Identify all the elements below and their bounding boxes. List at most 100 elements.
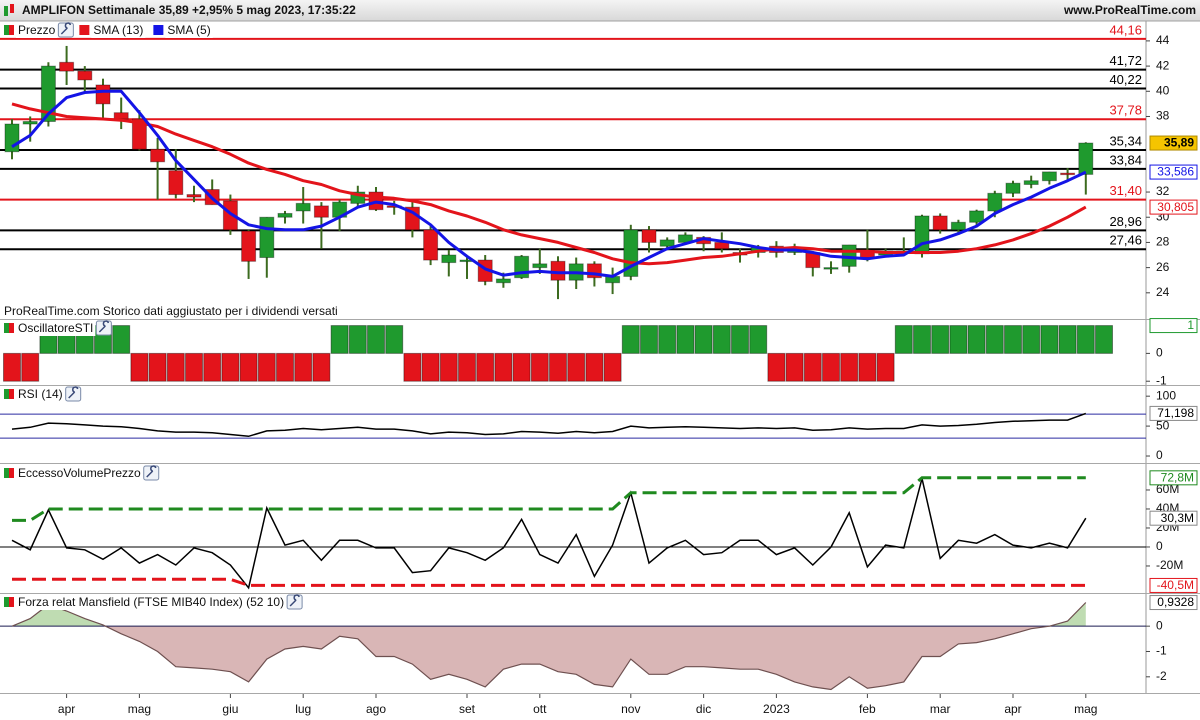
series-line <box>11 412 1087 438</box>
x-tick-label: ago <box>366 702 386 716</box>
legend-icon <box>4 25 9 35</box>
y-tick-label: 0 <box>1156 448 1163 462</box>
candle-body <box>1041 171 1057 182</box>
legend-bg <box>16 466 143 481</box>
settings-icon <box>98 320 110 333</box>
candle-body <box>259 216 275 259</box>
x-tick-label: feb <box>859 702 876 716</box>
oscillator-bar <box>148 352 167 382</box>
legend-icon <box>4 323 9 333</box>
x-tick-label: lug <box>295 702 311 716</box>
legend-icon <box>153 25 164 35</box>
candle-body <box>295 202 311 212</box>
oscillator-bar <box>949 325 968 354</box>
oscillator-bar <box>3 352 21 382</box>
legend-label: Prezzo <box>18 23 56 37</box>
y-tick-label: -1 <box>1156 373 1167 387</box>
candle-body <box>131 118 147 150</box>
candle-body <box>969 210 985 223</box>
oscillator-bar <box>858 352 877 382</box>
oscillator-bar <box>822 352 840 382</box>
legend-icon <box>4 597 9 607</box>
oscillator-bar <box>403 352 422 382</box>
settings-icon <box>289 594 300 607</box>
x-tick-label: mag <box>128 702 151 716</box>
current-value-label: 0,9328 <box>1157 595 1194 609</box>
legend-label: RSI (14) <box>18 387 63 401</box>
y-tick-label: -20M <box>1156 558 1183 572</box>
header-site[interactable]: www.ProRealTime.com <box>1063 3 1196 17</box>
legend-bg <box>16 387 65 402</box>
current-value-box <box>1149 470 1198 486</box>
oscillator-bar <box>658 325 677 354</box>
current-value-label: 30,3M <box>1161 511 1194 525</box>
oscillator-bar <box>348 325 367 354</box>
candle-body <box>277 212 293 218</box>
level-label-bg <box>1107 104 1144 118</box>
x-tick-label: giu <box>222 702 238 716</box>
candle-body <box>1023 180 1039 185</box>
level-label: 28,96 <box>1109 214 1142 229</box>
oscillator-bar <box>894 325 913 354</box>
oscillator-bar <box>112 325 131 354</box>
legend-label: SMA (5) <box>167 23 210 37</box>
y-tick-label: 100 <box>1156 388 1176 402</box>
candle-body <box>550 260 566 281</box>
y-tick-label: -1 <box>1156 644 1167 658</box>
y-tick-label: 40 <box>1156 83 1170 97</box>
oscillator-bar <box>1004 325 1022 354</box>
current-value-box <box>1149 135 1198 151</box>
oscillator-bar <box>640 325 658 354</box>
level-label: 35,34 <box>1109 133 1142 148</box>
oscillator-bar <box>931 325 950 354</box>
candle-body <box>659 239 675 247</box>
candle-body <box>222 200 238 231</box>
legend-bg <box>165 23 213 38</box>
legend-bg <box>91 23 146 38</box>
x-tick-label: mar <box>930 702 951 716</box>
oscillator-bar <box>621 325 640 354</box>
oscillator-bar <box>512 352 531 382</box>
legend-icon <box>79 25 90 35</box>
oscillator-bar <box>421 352 440 382</box>
legend-icon <box>4 389 9 399</box>
current-value-box <box>1149 577 1198 593</box>
oscillator-bar <box>21 352 40 382</box>
oscillator-bar <box>785 352 804 382</box>
oscillator-bar <box>549 352 567 382</box>
oscillator-bar <box>567 352 586 382</box>
candle-body <box>532 263 548 269</box>
legend-icon <box>9 468 14 478</box>
header-bar <box>0 0 1200 21</box>
current-value-label: 35,89 <box>1164 136 1194 150</box>
candle-body <box>1078 142 1094 175</box>
oscillator-bar <box>749 325 768 354</box>
current-value-box <box>1149 510 1198 526</box>
level-label: 27,46 <box>1109 233 1142 248</box>
settings-icon <box>68 386 79 399</box>
y-tick-label: -2 <box>1156 669 1167 683</box>
oscillator-bar <box>676 325 695 354</box>
y-tick-label: 44 <box>1156 33 1170 47</box>
level-label-bg <box>1107 134 1144 148</box>
oscillator-bar <box>294 352 313 382</box>
oscillator-bar <box>185 352 203 382</box>
oscillator-bar <box>1076 325 1095 354</box>
y-tick-label: 42 <box>1156 58 1170 72</box>
oscillator-bar <box>585 352 604 382</box>
series-line <box>11 602 1087 691</box>
y-tick-label: 50 <box>1156 418 1170 432</box>
legend-icon <box>9 389 14 399</box>
legend-label: Forza relat Mansfield (FTSE MIB40 Index)… <box>18 595 284 609</box>
oscillator-bar <box>276 352 294 382</box>
current-value-box <box>1149 164 1198 180</box>
settings-icon <box>60 22 72 35</box>
y-tick-label: 32 <box>1156 184 1170 198</box>
oscillator-bar <box>166 352 185 382</box>
area-below <box>12 626 1050 690</box>
oscillator-bar <box>221 352 240 382</box>
header-icon <box>10 4 14 13</box>
x-tick-label: set <box>459 702 476 716</box>
oscillator-bar <box>476 352 495 382</box>
